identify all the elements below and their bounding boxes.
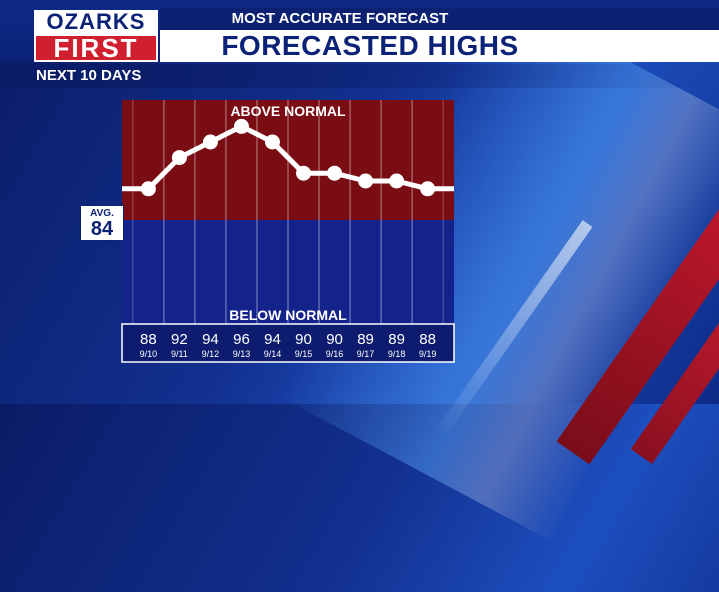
data-point [420, 181, 436, 197]
average-badge: AVG. 84 [80, 205, 124, 241]
data-point [202, 134, 218, 150]
date-label: 9/16 [326, 349, 344, 359]
date-label: 9/14 [264, 349, 282, 359]
data-point [171, 150, 187, 166]
date-label: 9/19 [419, 349, 437, 359]
date-label: 9/12 [202, 349, 220, 359]
date-label: 9/10 [140, 349, 158, 359]
above-normal-label: ABOVE NORMAL [230, 103, 346, 119]
subtitle-bar [0, 64, 719, 88]
data-point [296, 165, 312, 181]
data-points [140, 118, 436, 197]
data-point [327, 165, 343, 181]
subtitle-text: NEXT 10 DAYS [36, 67, 142, 84]
average-value: 84 [90, 218, 114, 240]
date-label: 9/18 [388, 349, 406, 359]
forecast-chart: 88 92 94 96 94 90 90 89 89 88 9/10 9/11 9/12 9/13 9/1… [121, 100, 455, 363]
data-point [140, 181, 156, 197]
station-logo: OZARKS FIRST [34, 10, 158, 62]
date-label: 9/11 [171, 349, 188, 359]
date-label: 9/13 [233, 349, 251, 359]
date-labels: 9/10 9/11 9/12 9/13 9/14 9/15 9/16 9/17 9/18 9/19 [140, 349, 437, 359]
logo-line-1: OZARKS [34, 10, 158, 34]
data-point [389, 173, 405, 189]
page-title: FORECASTED HIGHS [221, 30, 519, 61]
data-point [264, 134, 280, 150]
value-label: 89 [357, 331, 374, 348]
logo-line-2: FIRST [34, 34, 158, 62]
value-strip [121, 323, 455, 363]
below-normal-region [122, 220, 454, 324]
average-label: AVG. [90, 208, 114, 219]
date-label: 9/15 [295, 349, 313, 359]
data-point [358, 173, 374, 189]
title-band [160, 30, 719, 62]
value-label: 94 [264, 331, 281, 348]
gridlines [132, 100, 444, 324]
value-labels: 88 92 94 96 94 90 90 89 89 88 [140, 331, 436, 348]
value-label: 89 [388, 331, 405, 348]
value-label: 94 [202, 331, 219, 348]
value-label: 96 [233, 331, 250, 348]
kicker-text: MOST ACCURATE FORECAST [231, 10, 449, 27]
value-label: 90 [326, 331, 343, 348]
value-label: 90 [295, 331, 312, 348]
value-label: 88 [419, 331, 436, 348]
data-point [233, 118, 249, 134]
value-label: 88 [140, 331, 157, 348]
value-label: 92 [171, 331, 188, 348]
below-normal-label: BELOW NORMAL [229, 307, 347, 323]
date-label: 9/17 [357, 349, 375, 359]
kicker-strip [160, 8, 719, 30]
